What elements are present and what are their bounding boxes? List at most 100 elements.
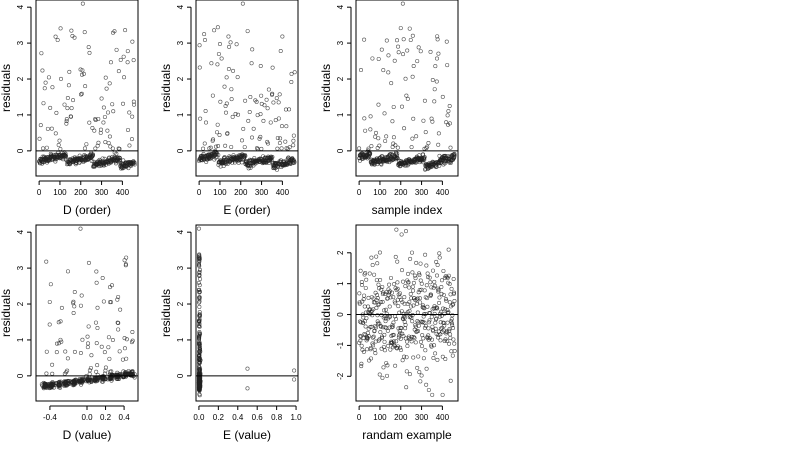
scatter-point <box>203 109 208 114</box>
scatter-point <box>423 348 428 353</box>
scatter-point <box>197 345 202 350</box>
scatter-point <box>89 159 94 164</box>
scatter-point <box>223 110 228 115</box>
scatter-point <box>122 75 127 80</box>
chart-panel-3: 0 100 200 300 400 0 1 2 3 4 sample index residuals <box>319 0 459 217</box>
scatter-points <box>196 226 297 398</box>
scatter-point <box>123 262 128 267</box>
scatter-point <box>437 295 442 300</box>
x-tick-label: 300 <box>415 188 429 197</box>
scatter-point <box>234 42 239 47</box>
chart-panel-6: 0 100 200 300 400 -2 -1 0 1 2 randam example residu… <box>319 224 459 442</box>
scatter-point <box>85 334 90 339</box>
scatter-point <box>415 296 420 301</box>
x-tick-label: 100 <box>373 188 387 197</box>
scatter-point <box>115 297 120 302</box>
scatter-point <box>370 263 375 268</box>
scatter-point <box>395 151 400 156</box>
scatter-point <box>383 138 388 143</box>
scatter-point <box>55 38 60 43</box>
plot-frame <box>195 0 299 177</box>
scatter-point <box>364 316 369 321</box>
scatter-point <box>87 378 92 383</box>
scatter-point <box>380 154 385 159</box>
scatter-point <box>377 250 382 255</box>
scatter-point <box>96 116 101 121</box>
scatter-point <box>292 70 297 75</box>
scatter-point <box>418 379 423 384</box>
scatter-point <box>118 307 123 312</box>
scatter-point <box>103 140 108 145</box>
x-tick-label: 400 <box>116 188 130 197</box>
y-axis: -2 -1 0 1 2 <box>336 250 352 380</box>
scatter-point <box>104 86 109 91</box>
scatter-point <box>223 103 228 108</box>
scatter-point <box>114 372 119 377</box>
scatter-point <box>257 136 262 141</box>
x-tick-label: 200 <box>394 188 408 197</box>
scatter-point <box>71 311 76 316</box>
scatter-point <box>381 344 386 349</box>
y-tick-label: 3 <box>176 265 185 270</box>
scatter-point <box>431 356 436 361</box>
scatter-point <box>393 143 398 148</box>
scatter-point <box>287 107 292 112</box>
scatter-point <box>436 288 441 293</box>
scatter-point <box>380 284 385 289</box>
y-tick-label: -2 <box>336 372 345 380</box>
scatter-point <box>414 134 419 139</box>
scatter-point <box>366 148 371 153</box>
scatter-point <box>278 136 283 141</box>
scatter-point <box>420 320 425 325</box>
scatter-point <box>368 151 373 156</box>
scatter-point <box>377 337 382 342</box>
scatter-point <box>376 56 381 61</box>
scatter-point <box>411 280 416 285</box>
scatter-point <box>392 282 397 287</box>
scatter-points <box>197 1 297 172</box>
scatter-point <box>393 317 398 322</box>
scatter-point <box>93 146 98 151</box>
scatter-point <box>379 336 384 341</box>
scatter-point <box>392 299 397 304</box>
scatter-point <box>197 347 202 352</box>
scatter-point <box>266 141 271 146</box>
scatter-point <box>132 102 137 107</box>
scatter-point <box>98 130 103 135</box>
scatter-point <box>81 71 86 76</box>
scatter-point <box>87 368 92 373</box>
scatter-point <box>444 329 449 334</box>
scatter-point <box>379 313 384 318</box>
scatter-point <box>430 78 435 83</box>
scatter-point <box>426 141 431 146</box>
scatter-point <box>105 377 110 382</box>
scatter-point <box>110 372 115 377</box>
scatter-point <box>197 317 202 322</box>
scatter-point <box>399 268 404 273</box>
scatter-point <box>376 302 381 307</box>
scatter-point <box>109 283 114 288</box>
scatter-point <box>123 28 128 33</box>
scatter-point <box>416 290 421 295</box>
scatter-point <box>431 285 436 290</box>
scatter-point <box>197 312 202 317</box>
scatter-point <box>403 76 408 81</box>
scatter-point <box>401 37 406 42</box>
scatter-point <box>366 295 371 300</box>
scatter-point <box>437 251 442 256</box>
scatter-point <box>402 315 407 320</box>
scatter-point <box>383 316 388 321</box>
scatter-point <box>213 155 218 160</box>
scatter-point <box>219 56 224 61</box>
scatter-point <box>202 32 207 37</box>
scatter-point <box>432 343 437 348</box>
y-axis-label: residuals <box>319 64 333 112</box>
scatter-point <box>58 26 63 31</box>
scatter-point <box>243 153 248 158</box>
y-tick-label: 2 <box>16 76 25 81</box>
scatter-point <box>372 162 377 167</box>
scatter-point <box>132 162 137 167</box>
scatter-point <box>371 343 376 348</box>
scatter-point <box>114 47 119 52</box>
scatter-point <box>426 387 431 392</box>
